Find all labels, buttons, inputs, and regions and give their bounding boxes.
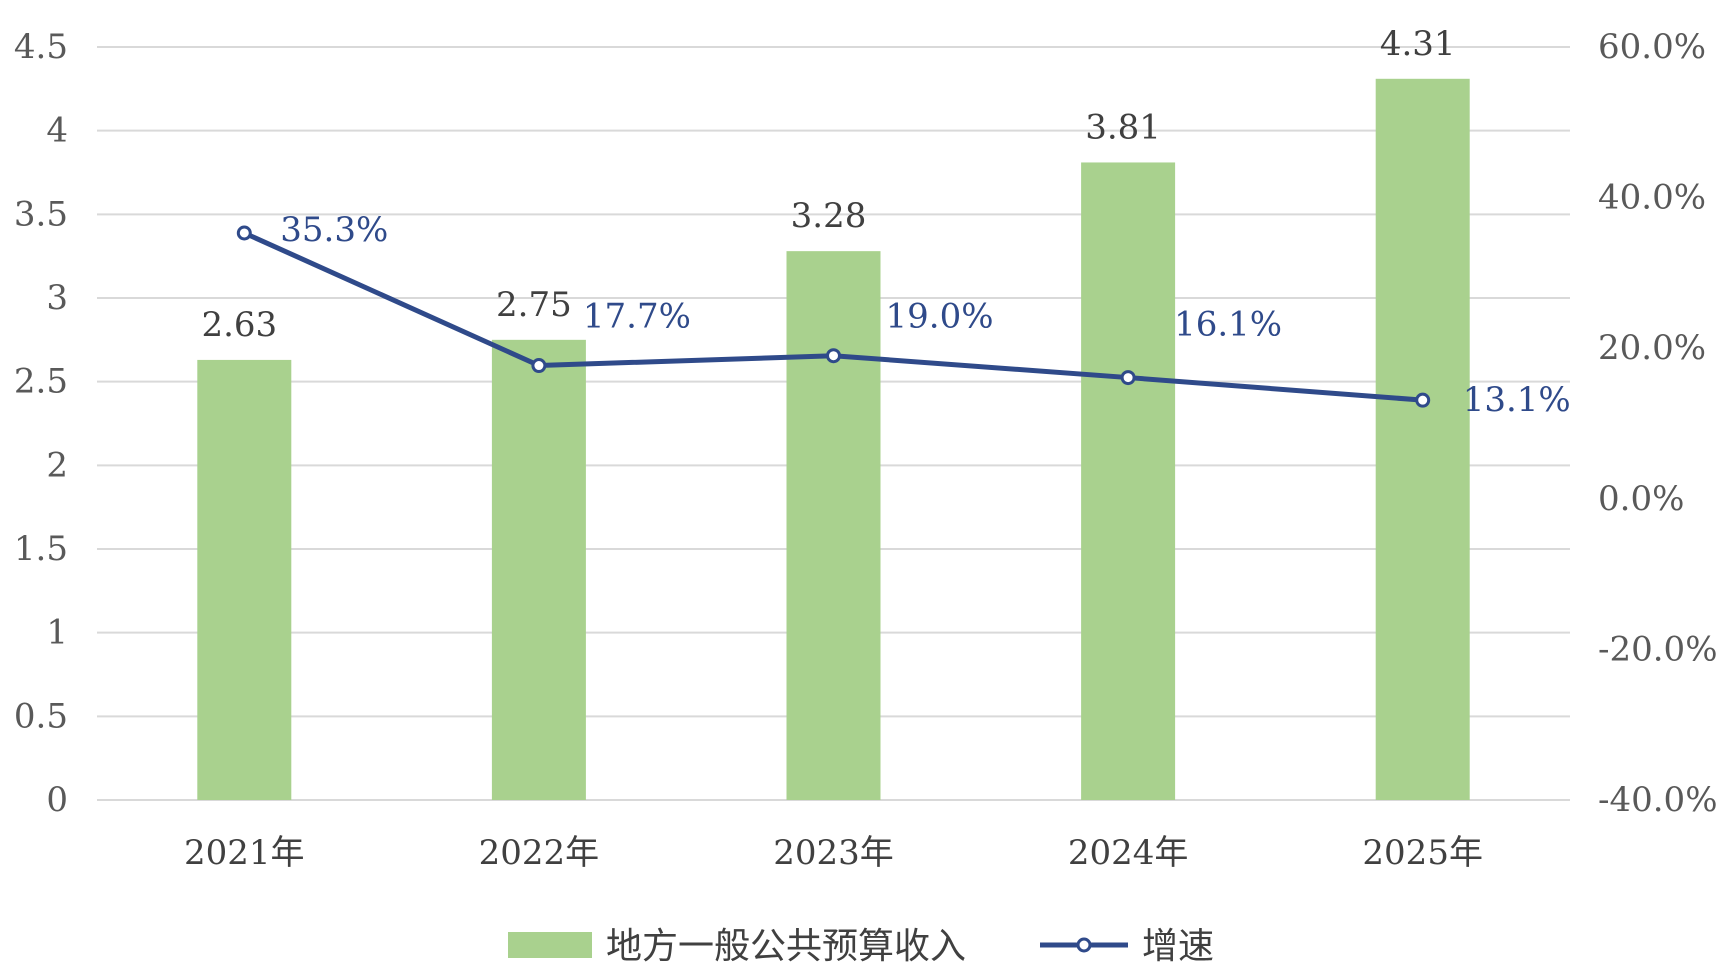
right-axis-ticks: -40.0% -20.0% 0.0% 20.0% 40.0% 60.0% <box>1598 27 1718 820</box>
category-label: 2023年 <box>773 833 894 873</box>
legend: 地方一般公共预算收入 增速 <box>508 926 1214 967</box>
line-series <box>236 225 1431 408</box>
right-tick-label: 0.0% <box>1598 479 1684 519</box>
left-tick-label: 4 <box>46 111 68 151</box>
bar <box>786 251 881 800</box>
bar <box>1375 78 1470 800</box>
legend-line-label: 增速 <box>1142 926 1214 967</box>
bar-data-label: 3.81 <box>1085 107 1161 147</box>
line-point <box>1415 392 1431 408</box>
left-tick-label: 0.5 <box>14 696 68 736</box>
left-tick-label: 2.5 <box>14 362 68 402</box>
category-axis-labels: 2021年 2022年 2023年 2024年 2025年 <box>184 833 1483 873</box>
line-data-label: 13.1% <box>1463 380 1571 420</box>
line-point <box>531 358 547 374</box>
bar-data-label: 2.63 <box>201 305 277 345</box>
category-label: 2025年 <box>1362 833 1483 873</box>
line-data-label: 17.7% <box>583 297 691 337</box>
bar <box>491 339 586 800</box>
right-tick-label: -20.0% <box>1598 629 1718 669</box>
legend-bar-swatch <box>508 932 592 958</box>
legend-line-marker <box>1076 937 1092 953</box>
right-tick-label: 20.0% <box>1598 328 1706 368</box>
bar-data-label: 4.31 <box>1380 24 1456 64</box>
line-data-label: 35.3% <box>280 210 388 250</box>
category-label: 2021年 <box>184 833 305 873</box>
left-tick-label: 1.5 <box>14 529 68 569</box>
category-label: 2024年 <box>1068 833 1189 873</box>
left-tick-label: 2 <box>46 445 68 485</box>
line-point <box>236 225 252 241</box>
left-tick-label: 0 <box>46 780 68 820</box>
right-tick-label: -40.0% <box>1598 780 1718 820</box>
bar-data-labels: 2.63 2.75 3.28 3.81 4.31 <box>201 24 1455 345</box>
left-tick-label: 1 <box>46 613 68 653</box>
left-axis-ticks: 0 0.5 1 1.5 2 2.5 3 3.5 4 4.5 <box>14 27 68 820</box>
left-tick-label: 3 <box>46 278 68 318</box>
legend-bar-label: 地方一般公共预算收入 <box>606 926 966 967</box>
bar-series <box>197 78 1470 800</box>
bar <box>1081 162 1176 800</box>
bar-data-label: 2.75 <box>496 285 572 325</box>
line-data-label: 19.0% <box>886 297 994 337</box>
right-tick-label: 60.0% <box>1598 27 1706 67</box>
bar-data-label: 3.28 <box>791 196 867 236</box>
line-point <box>826 348 841 364</box>
category-label: 2022年 <box>479 833 600 873</box>
line-data-labels: 35.3% 17.7% 19.0% 16.1% 13.1% <box>280 210 1570 420</box>
line-point <box>1120 370 1136 386</box>
bar <box>197 359 292 800</box>
left-tick-label: 3.5 <box>14 194 68 234</box>
right-tick-label: 40.0% <box>1598 178 1706 218</box>
line-data-label: 16.1% <box>1174 305 1282 345</box>
left-tick-label: 4.5 <box>14 27 68 67</box>
